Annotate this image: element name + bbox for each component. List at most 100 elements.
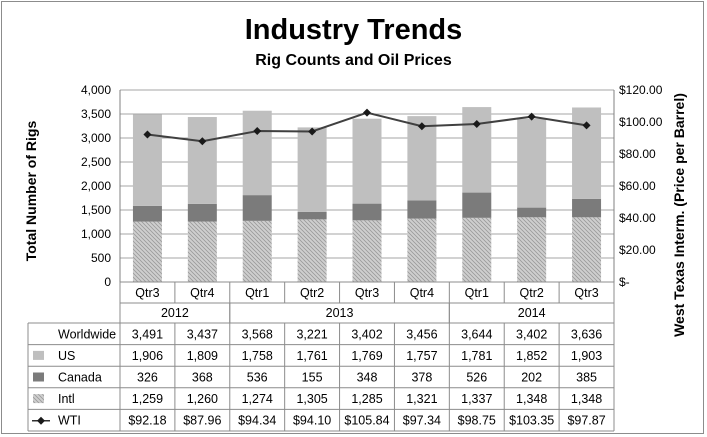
wti-point bbox=[198, 137, 207, 146]
y-tick-label: 2,000 bbox=[81, 179, 111, 193]
bar-intl bbox=[572, 217, 602, 282]
bar-canada bbox=[572, 198, 602, 218]
bar-us bbox=[462, 107, 492, 193]
chart-title: Industry Trends bbox=[244, 14, 463, 46]
year-label: 2012 bbox=[161, 306, 189, 320]
wti-point bbox=[308, 127, 317, 136]
table-cell: 1,906 bbox=[132, 349, 163, 363]
table-cell: $94.34 bbox=[238, 414, 276, 428]
bar-canada bbox=[462, 192, 492, 218]
x-tick-label: Qtr2 bbox=[520, 286, 544, 300]
bar-canada bbox=[352, 203, 382, 221]
y-axis-title: Total Number of Rigs bbox=[23, 121, 39, 262]
legend-key-intl bbox=[33, 394, 44, 404]
row-label: Canada bbox=[58, 371, 102, 385]
table-cell: 3,644 bbox=[461, 327, 492, 341]
table-cell: 326 bbox=[137, 371, 158, 385]
table-cell: 3,402 bbox=[516, 327, 547, 341]
table-cell: 3,568 bbox=[242, 327, 273, 341]
table-cell: 526 bbox=[466, 371, 487, 385]
bar-us bbox=[352, 118, 382, 204]
y2-tick-label: $- bbox=[619, 275, 630, 289]
y2-tick-label: $40.00 bbox=[619, 211, 656, 225]
bar-us bbox=[517, 118, 547, 208]
table-cell: 3,456 bbox=[406, 327, 437, 341]
table-cell: $94.10 bbox=[293, 414, 331, 428]
table-cell: 1,903 bbox=[571, 349, 602, 363]
wti-point bbox=[143, 130, 152, 139]
table-cell: 1,852 bbox=[516, 349, 547, 363]
wti-point bbox=[582, 121, 591, 130]
bar-canada bbox=[187, 203, 217, 222]
bar-canada bbox=[517, 207, 547, 218]
y-tick-label: 500 bbox=[91, 251, 111, 265]
year-label: 2014 bbox=[518, 306, 546, 320]
row-label: Worldwide bbox=[58, 327, 116, 341]
table-cell: 3,402 bbox=[351, 327, 382, 341]
table-cell: 1,285 bbox=[351, 392, 382, 406]
table-cell: 1,348 bbox=[571, 392, 602, 406]
table-cell: $105.84 bbox=[344, 414, 389, 428]
wti-point bbox=[472, 120, 481, 128]
table-cell: 202 bbox=[521, 371, 542, 385]
table-cell: 1,321 bbox=[406, 392, 437, 406]
x-tick-label: Qtr4 bbox=[190, 286, 214, 300]
y-tick-label: 3,500 bbox=[81, 107, 111, 121]
y2-tick-label: $20.00 bbox=[619, 243, 656, 257]
y2-tick-label: $100.00 bbox=[619, 115, 663, 129]
x-tick-label: Qtr1 bbox=[245, 286, 269, 300]
y2-tick-label: $80.00 bbox=[619, 147, 656, 161]
table-cell: 368 bbox=[192, 371, 213, 385]
y2-tick-label: $120.00 bbox=[619, 83, 663, 97]
y-tick-label: 1,500 bbox=[81, 203, 111, 217]
table-cell: 1,274 bbox=[242, 392, 273, 406]
bar-intl bbox=[242, 220, 272, 282]
row-label: Intl bbox=[58, 392, 75, 406]
table-cell: $98.75 bbox=[458, 414, 496, 428]
legend-key-canada bbox=[33, 372, 44, 382]
table-cell: 155 bbox=[302, 371, 323, 385]
y2-tick-label: $60.00 bbox=[619, 179, 656, 193]
table-cell: 1,781 bbox=[461, 349, 492, 363]
bar-canada bbox=[242, 195, 272, 221]
bar-us bbox=[242, 110, 272, 196]
bar-intl bbox=[462, 217, 492, 282]
x-tick-label: Qtr2 bbox=[300, 286, 324, 300]
wti-point bbox=[527, 112, 536, 121]
table-cell: 348 bbox=[357, 371, 378, 385]
wti-point bbox=[417, 122, 426, 131]
table-cell: 1,769 bbox=[351, 349, 382, 363]
y-tick-label: 3,000 bbox=[81, 131, 111, 145]
table-cell: 1,757 bbox=[406, 349, 437, 363]
table-cell: 1,259 bbox=[132, 392, 163, 406]
y2-axis-title: West Texas Interm. (Price per Barrel) bbox=[671, 93, 687, 337]
chart-subtitle: Rig Counts and Oil Prices bbox=[255, 52, 452, 69]
table-cell: 378 bbox=[411, 371, 432, 385]
table-cell: 1,337 bbox=[461, 392, 492, 406]
bar-intl bbox=[187, 221, 217, 282]
table-cell: 1,305 bbox=[296, 392, 327, 406]
table-cell: 536 bbox=[247, 371, 268, 385]
y-tick-label: 1,000 bbox=[81, 227, 111, 241]
table-cell: 1,761 bbox=[296, 349, 327, 363]
bar-intl bbox=[352, 220, 382, 282]
table-cell: $92.18 bbox=[128, 414, 166, 428]
bar-intl bbox=[407, 218, 437, 282]
row-label: WTI bbox=[58, 414, 81, 428]
x-tick-label: Qtr3 bbox=[574, 286, 598, 300]
y-tick-label: 4,000 bbox=[81, 83, 111, 97]
table-cell: $97.87 bbox=[567, 414, 605, 428]
y-tick-label: 2,500 bbox=[81, 155, 111, 169]
bar-canada bbox=[297, 211, 327, 220]
year-label: 2013 bbox=[326, 306, 354, 320]
table-cell: 1,758 bbox=[242, 349, 273, 363]
y-tick-label: 0 bbox=[104, 275, 111, 289]
table-cell: 3,221 bbox=[296, 327, 327, 341]
row-label: US bbox=[58, 349, 75, 363]
bar-canada bbox=[407, 200, 437, 219]
bar-us bbox=[572, 107, 602, 199]
table-cell: 385 bbox=[576, 371, 597, 385]
bar-intl bbox=[132, 221, 162, 282]
table-cell: 1,809 bbox=[187, 349, 218, 363]
